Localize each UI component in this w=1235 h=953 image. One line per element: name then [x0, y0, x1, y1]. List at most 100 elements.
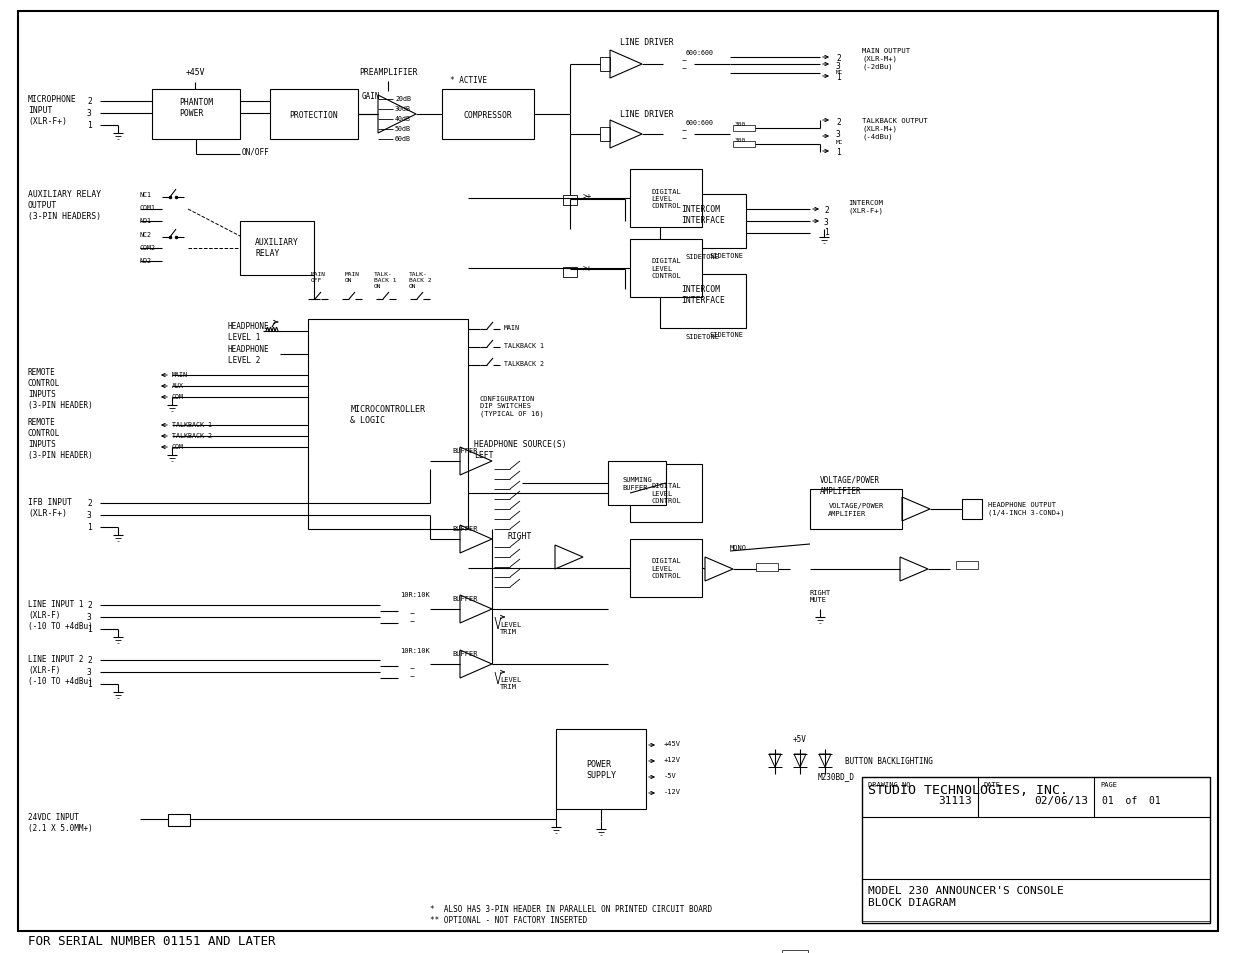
Text: TALK-
BACK 1
ON: TALK- BACK 1 ON: [374, 272, 396, 289]
Text: REMOTE
CONTROL
INPUTS
(3-PIN HEADER): REMOTE CONTROL INPUTS (3-PIN HEADER): [28, 368, 93, 410]
Text: 2: 2: [836, 54, 841, 63]
Text: SIDETONE: SIDETONE: [685, 334, 720, 339]
Text: 1: 1: [86, 679, 91, 688]
Text: +45V: +45V: [664, 740, 680, 746]
Text: AUXILIARY RELAY
OUTPUT
(3-PIN HEADERS): AUXILIARY RELAY OUTPUT (3-PIN HEADERS): [28, 190, 101, 221]
Text: LEVEL
TRIM: LEVEL TRIM: [500, 677, 521, 690]
Text: VOLTAGE/POWER
AMPLIFIER: VOLTAGE/POWER AMPLIFIER: [820, 476, 881, 496]
Text: HEADPHONE
LEVEL 2: HEADPHONE LEVEL 2: [228, 345, 269, 365]
Bar: [810, 490, 902, 530]
Text: HEADPHONE OUTPUT
(1/4-INCH 3-COND+): HEADPHONE OUTPUT (1/4-INCH 3-COND+): [988, 501, 1065, 516]
Text: COM: COM: [172, 443, 184, 450]
Bar: [556, 729, 646, 809]
Text: MAIN: MAIN: [172, 372, 188, 377]
Bar: [782, 950, 808, 953]
Text: 02/06/13: 02/06/13: [1034, 795, 1088, 805]
Text: 2: 2: [86, 656, 91, 664]
Text: BUFFER: BUFFER: [452, 525, 478, 532]
Text: TALK-
BACK 2
ON: TALK- BACK 2 ON: [409, 272, 431, 289]
Text: 24VDC INPUT
(2.1 X 5.0MM+): 24VDC INPUT (2.1 X 5.0MM+): [28, 812, 93, 832]
Text: HEADPHONE
LEVEL 1: HEADPHONE LEVEL 1: [228, 322, 269, 342]
Text: +5V: +5V: [793, 734, 806, 743]
Text: 2: 2: [86, 97, 91, 106]
Text: MC: MC: [836, 140, 844, 145]
Text: DIGITAL
LEVEL
CONTROL: DIGITAL LEVEL CONTROL: [651, 483, 680, 504]
Text: 1: 1: [836, 148, 841, 157]
Text: 30dB: 30dB: [395, 106, 411, 112]
Text: PREAMPLIFIER: PREAMPLIFIER: [358, 68, 417, 77]
Text: DIGITAL
LEVEL
CONTROL: DIGITAL LEVEL CONTROL: [651, 558, 680, 578]
Text: MICROCONTROLLER
& LOGIC: MICROCONTROLLER & LOGIC: [351, 404, 426, 425]
Text: NC2: NC2: [140, 232, 152, 237]
Text: SIDETONE: SIDETONE: [710, 253, 743, 258]
Text: AUX: AUX: [172, 382, 184, 389]
Text: NO1: NO1: [140, 218, 152, 224]
Bar: [600, 128, 610, 142]
Text: IFB INPUT
(XLR-F+): IFB INPUT (XLR-F+): [28, 497, 72, 517]
Text: RIGHT
MUTE: RIGHT MUTE: [810, 589, 831, 603]
Text: DIGITAL
LEVEL
CONTROL: DIGITAL LEVEL CONTROL: [651, 258, 680, 279]
Text: 3: 3: [86, 667, 91, 677]
Text: VOLTAGE/POWER
AMPLIFIER: VOLTAGE/POWER AMPLIFIER: [829, 503, 883, 517]
Text: 2: 2: [86, 498, 91, 507]
Text: LEVEL
TRIM: LEVEL TRIM: [500, 621, 521, 635]
Bar: [152, 90, 240, 140]
Bar: [956, 561, 978, 569]
Bar: [270, 90, 358, 140]
Text: STUDIO TECHNOLOGIES, INC.: STUDIO TECHNOLOGIES, INC.: [868, 783, 1068, 796]
Text: TALKBACK 1: TALKBACK 1: [172, 421, 212, 428]
Text: PROTECTION: PROTECTION: [290, 111, 338, 119]
Text: -12V: -12V: [664, 788, 680, 794]
Text: 60dB: 60dB: [395, 136, 411, 142]
Text: 50dB: 50dB: [395, 126, 411, 132]
Text: FOR SERIAL NUMBER 01151 AND LATER: FOR SERIAL NUMBER 01151 AND LATER: [28, 934, 275, 947]
Text: NO2: NO2: [140, 257, 152, 264]
Text: INTERCOM
INTERFACE: INTERCOM INTERFACE: [680, 285, 725, 305]
Text: 3: 3: [836, 62, 841, 71]
Text: 2: 2: [86, 600, 91, 609]
Text: BUTTON BACKLIGHTING: BUTTON BACKLIGHTING: [845, 757, 932, 765]
Text: 1: 1: [86, 522, 91, 532]
Text: 3: 3: [86, 109, 91, 118]
Bar: [608, 461, 666, 505]
Text: TALKBACK 1: TALKBACK 1: [504, 343, 543, 349]
Bar: [630, 539, 701, 598]
Bar: [630, 464, 701, 522]
Bar: [962, 499, 982, 519]
Text: * ACTIVE: * ACTIVE: [450, 76, 487, 85]
Text: NC1: NC1: [140, 192, 152, 198]
Text: DATE: DATE: [984, 781, 1002, 787]
Text: COMPRESSOR: COMPRESSOR: [463, 111, 513, 119]
Text: -5V: -5V: [664, 772, 677, 779]
Text: SIDETONE: SIDETONE: [685, 253, 720, 260]
Text: DIGITAL
LEVEL
CONTROL: DIGITAL LEVEL CONTROL: [651, 189, 680, 210]
Text: INTERCOM
(XLR-F+): INTERCOM (XLR-F+): [848, 200, 883, 213]
Bar: [659, 274, 746, 329]
Text: >+: >+: [583, 264, 593, 273]
Text: 20dB: 20dB: [395, 96, 411, 102]
Bar: [630, 170, 701, 228]
Text: 3: 3: [86, 511, 91, 519]
Text: COM: COM: [172, 394, 184, 399]
Text: TALKBACK OUTPUT
(XLR-M+)
(-4dBu): TALKBACK OUTPUT (XLR-M+) (-4dBu): [862, 118, 927, 140]
Text: 01  of  01: 01 of 01: [1102, 795, 1161, 805]
Text: TALKBACK 2: TALKBACK 2: [504, 360, 543, 367]
Text: MAIN: MAIN: [504, 325, 520, 331]
Text: *  ALSO HAS 3-PIN HEADER IN PARALLEL ON PRINTED CIRCUIT BOARD: * ALSO HAS 3-PIN HEADER IN PARALLEL ON P…: [430, 904, 713, 913]
Text: GAIN: GAIN: [362, 91, 380, 101]
Text: 1: 1: [86, 624, 91, 634]
Bar: [659, 194, 746, 249]
Text: RIGHT: RIGHT: [508, 532, 532, 540]
Text: 1: 1: [824, 228, 829, 236]
Text: +45V: +45V: [185, 68, 205, 77]
Text: HEADPHONE SOURCE(S)
LEFT: HEADPHONE SOURCE(S) LEFT: [474, 439, 567, 459]
Text: MAIN OUTPUT
(XLR-M+)
(-2dBu): MAIN OUTPUT (XLR-M+) (-2dBu): [862, 48, 910, 70]
Bar: [563, 268, 577, 277]
Text: 600:600: 600:600: [685, 50, 714, 56]
Text: AUXILIARY
RELAY: AUXILIARY RELAY: [256, 237, 299, 257]
Bar: [442, 90, 534, 140]
Bar: [168, 814, 190, 826]
Text: 1: 1: [836, 73, 841, 82]
Text: LINE DRIVER: LINE DRIVER: [620, 110, 673, 119]
Text: 10R:10K: 10R:10K: [400, 592, 430, 598]
